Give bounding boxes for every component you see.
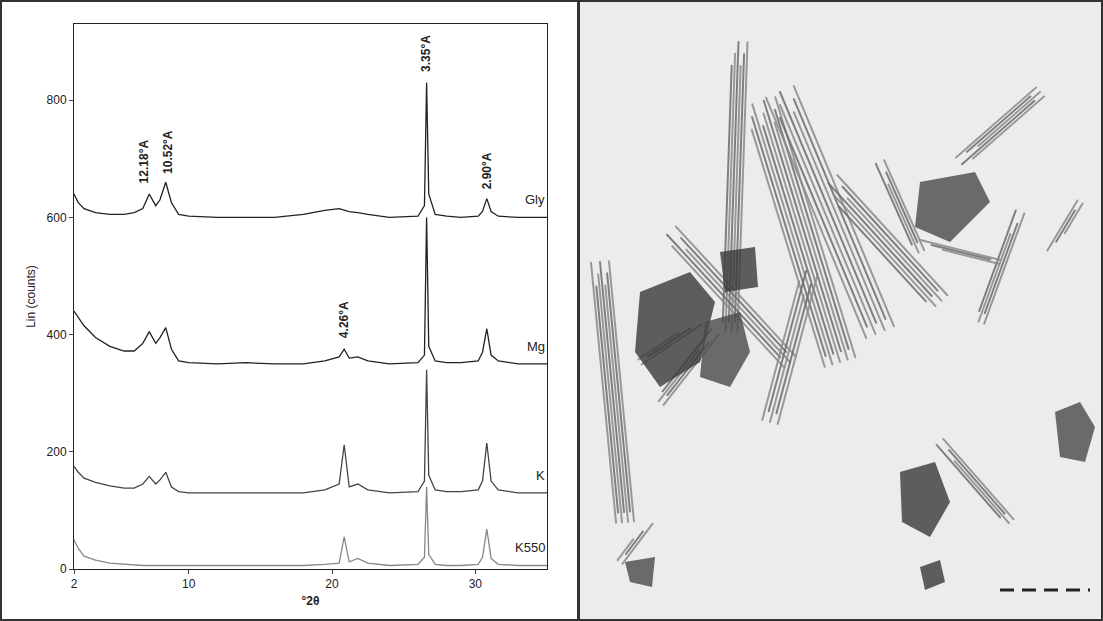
svg-text:Mg: Mg <box>527 339 545 354</box>
svg-text:Gly: Gly <box>525 192 545 207</box>
svg-text:200: 200 <box>47 445 67 459</box>
svg-text:30: 30 <box>469 577 483 591</box>
svg-text:12.18°A: 12.18°A <box>137 140 151 184</box>
svg-text:K: K <box>536 468 545 483</box>
svg-text:4.26°A: 4.26°A <box>337 301 351 338</box>
svg-text:10: 10 <box>182 577 196 591</box>
svg-text:Lin (counts): Lin (counts) <box>24 265 38 328</box>
svg-text:20: 20 <box>325 577 339 591</box>
svg-text:°2θ: °2θ <box>302 594 320 608</box>
svg-text:2.90°A: 2.90°A <box>480 152 494 189</box>
svg-text:400: 400 <box>47 328 67 342</box>
svg-text:0: 0 <box>60 562 67 576</box>
svg-text:K550: K550 <box>515 540 545 555</box>
svg-text:800: 800 <box>47 93 67 107</box>
svg-text:2: 2 <box>71 577 78 591</box>
svg-text:600: 600 <box>47 211 67 225</box>
svg-text:10.52°A: 10.52°A <box>161 130 175 174</box>
svg-text:3.35°A: 3.35°A <box>419 35 433 72</box>
